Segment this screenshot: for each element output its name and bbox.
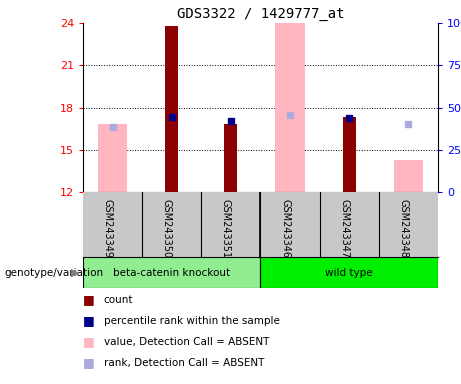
Text: GSM243347: GSM243347 [339, 199, 349, 258]
Text: GSM243350: GSM243350 [162, 199, 171, 258]
Bar [343, 118, 356, 192]
Bar [275, 23, 305, 192]
Text: ■: ■ [83, 314, 95, 327]
Bar [260, 257, 438, 288]
Bar [394, 160, 423, 192]
Title: GDS3322 / 1429777_at: GDS3322 / 1429777_at [177, 7, 344, 21]
Bar [165, 26, 178, 192]
Text: percentile rank within the sample: percentile rank within the sample [104, 316, 280, 326]
Text: ▶: ▶ [71, 268, 80, 278]
Text: genotype/variation: genotype/variation [5, 268, 104, 278]
Text: GSM243349: GSM243349 [102, 199, 112, 258]
Bar [83, 257, 260, 288]
Text: ■: ■ [83, 356, 95, 369]
Text: ■: ■ [83, 293, 95, 306]
Text: GSM243351: GSM243351 [221, 199, 231, 258]
Bar [98, 124, 127, 192]
Bar [225, 124, 237, 192]
Text: rank, Detection Call = ABSENT: rank, Detection Call = ABSENT [104, 358, 264, 368]
Text: count: count [104, 295, 133, 305]
Text: wild type: wild type [325, 268, 373, 278]
Text: value, Detection Call = ABSENT: value, Detection Call = ABSENT [104, 337, 269, 347]
Text: ■: ■ [83, 335, 95, 348]
Text: beta-catenin knockout: beta-catenin knockout [113, 268, 230, 278]
Text: GSM243346: GSM243346 [280, 199, 290, 258]
Text: GSM243348: GSM243348 [398, 199, 408, 258]
